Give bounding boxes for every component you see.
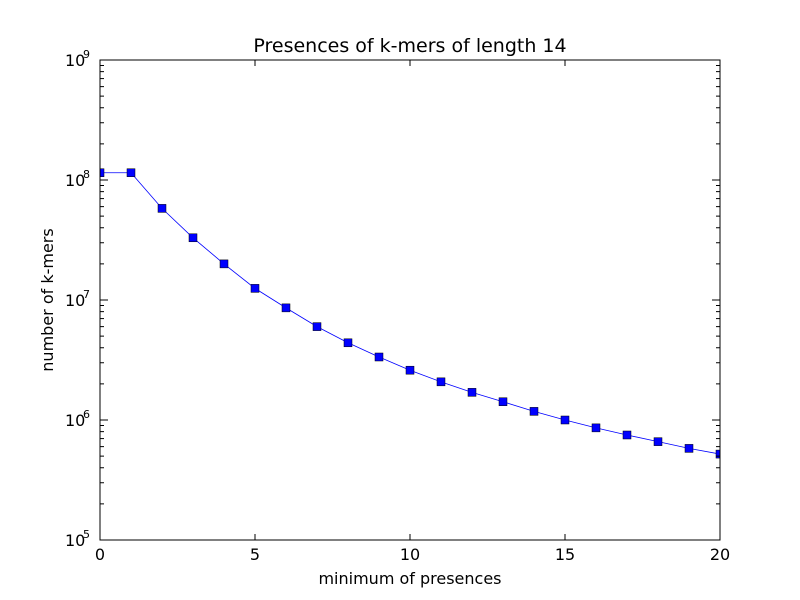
y-tick-label: 10 xyxy=(65,51,85,70)
x-axis-label: minimum of presences xyxy=(318,569,501,588)
x-tick-label: 5 xyxy=(250,545,260,564)
y-tick-label: 10 xyxy=(65,531,85,550)
y-tick-exponent: 8 xyxy=(83,168,90,181)
y-tick-label: 10 xyxy=(65,171,85,190)
y-tick-exponent: 5 xyxy=(83,528,90,541)
chart-title: Presences of k-mers of length 14 xyxy=(253,35,566,57)
y-axis-label: number of k-mers xyxy=(38,228,57,371)
data-point xyxy=(405,365,415,375)
data-point xyxy=(374,352,384,362)
x-tick-label: 20 xyxy=(710,545,730,564)
data-point xyxy=(684,444,694,453)
data-point xyxy=(188,233,198,243)
data-point xyxy=(126,168,136,177)
data-point xyxy=(622,430,632,440)
data-point xyxy=(219,259,229,269)
data-point xyxy=(715,449,720,459)
series-line xyxy=(100,172,720,455)
data-point xyxy=(281,303,291,313)
data-point xyxy=(529,407,539,416)
data-point xyxy=(436,377,446,387)
plot-area xyxy=(100,168,720,459)
data-point xyxy=(560,415,570,425)
data-point xyxy=(653,437,663,446)
data-point xyxy=(157,204,167,213)
y-tick-exponent: 7 xyxy=(83,288,90,301)
y-tick-label: 10 xyxy=(65,291,85,310)
x-tick-label: 10 xyxy=(400,545,420,564)
data-point xyxy=(250,284,260,293)
data-point xyxy=(312,322,322,331)
data-point xyxy=(467,388,477,397)
data-point xyxy=(498,397,508,406)
data-point xyxy=(591,423,601,433)
data-point xyxy=(343,338,353,348)
x-tick-label: 0 xyxy=(95,545,105,564)
y-tick-exponent: 9 xyxy=(83,48,90,61)
x-tick-label: 15 xyxy=(555,545,575,564)
data-point xyxy=(100,168,105,177)
y-tick-exponent: 6 xyxy=(83,408,90,421)
y-tick-label: 10 xyxy=(65,411,85,430)
axes-frame xyxy=(99,59,721,541)
